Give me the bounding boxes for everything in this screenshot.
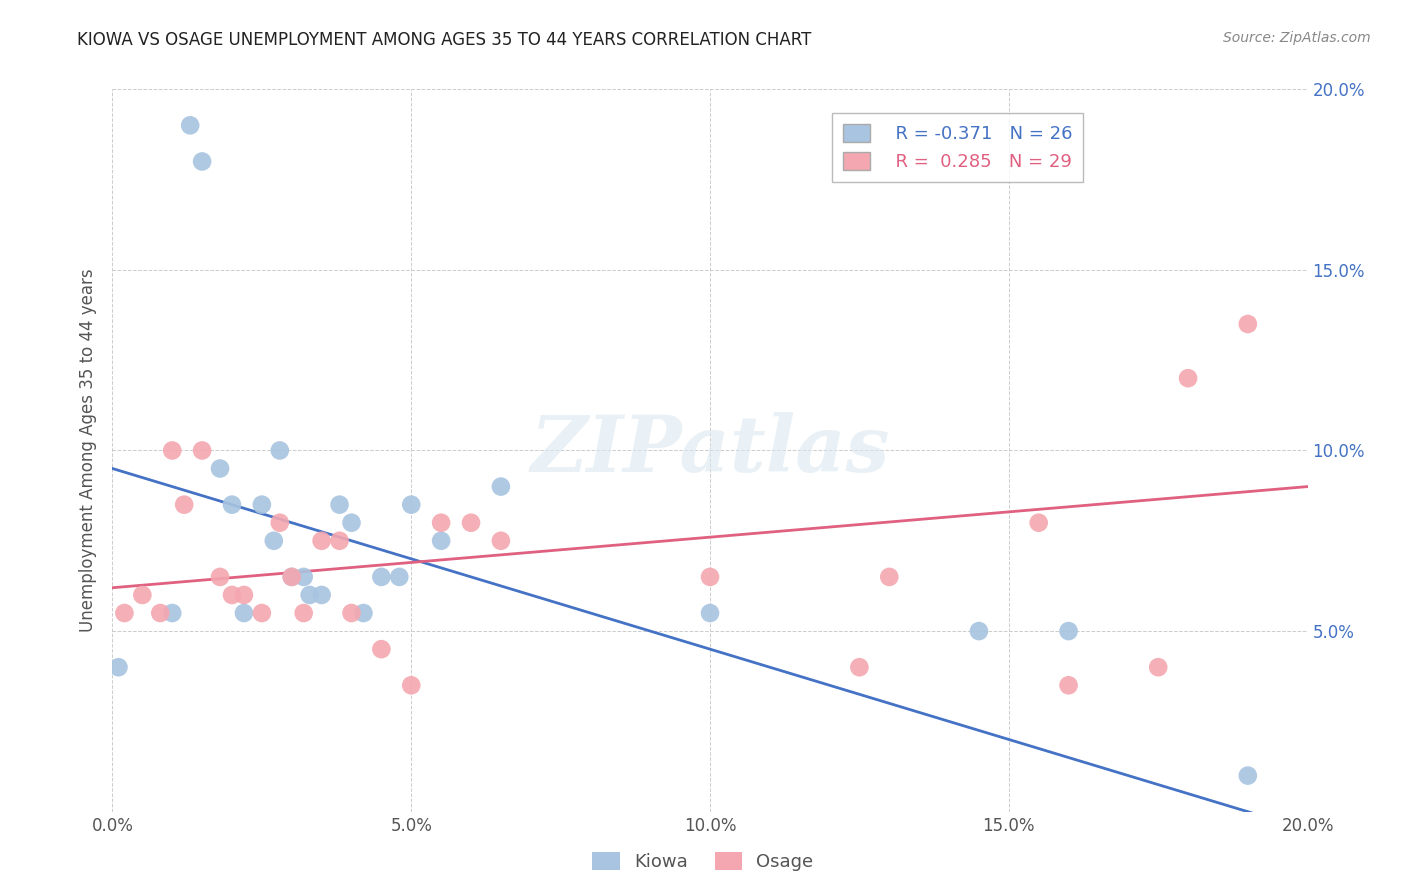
Point <box>1237 769 1260 783</box>
Point <box>233 588 256 602</box>
Point <box>221 498 243 512</box>
Y-axis label: Unemployment Among Ages 35 to 44 years: Unemployment Among Ages 35 to 44 years <box>79 268 97 632</box>
Legend:   R = -0.371   N = 26,   R =  0.285   N = 29: R = -0.371 N = 26, R = 0.285 N = 29 <box>832 112 1084 182</box>
Point <box>401 678 423 692</box>
Point <box>292 570 315 584</box>
Point <box>1147 660 1170 674</box>
Point <box>1237 317 1260 331</box>
Point <box>149 606 172 620</box>
Point <box>353 606 375 620</box>
Point <box>340 606 363 620</box>
Point <box>250 498 273 512</box>
Point <box>269 443 291 458</box>
Point <box>221 588 243 602</box>
Point <box>1057 678 1080 692</box>
Point <box>370 570 392 584</box>
Point <box>269 516 291 530</box>
Text: KIOWA VS OSAGE UNEMPLOYMENT AMONG AGES 35 TO 44 YEARS CORRELATION CHART: KIOWA VS OSAGE UNEMPLOYMENT AMONG AGES 3… <box>77 31 811 49</box>
Point <box>179 118 201 132</box>
Point <box>209 461 232 475</box>
Text: Source: ZipAtlas.com: Source: ZipAtlas.com <box>1223 31 1371 45</box>
Point <box>430 533 453 548</box>
Point <box>848 660 870 674</box>
Point <box>329 533 352 548</box>
Point <box>401 498 423 512</box>
Point <box>162 443 183 458</box>
Point <box>879 570 901 584</box>
Point <box>1028 516 1050 530</box>
Point <box>699 570 721 584</box>
Point <box>489 533 512 548</box>
Point <box>131 588 153 602</box>
Point <box>209 570 232 584</box>
Point <box>114 606 135 620</box>
Point <box>388 570 411 584</box>
Text: ZIPatlas: ZIPatlas <box>530 412 890 489</box>
Point <box>263 533 285 548</box>
Point <box>281 570 304 584</box>
Point <box>340 516 363 530</box>
Point <box>311 588 333 602</box>
Point <box>967 624 990 639</box>
Point <box>311 533 333 548</box>
Point <box>250 606 273 620</box>
Point <box>430 516 453 530</box>
Point <box>298 588 321 602</box>
Point <box>699 606 721 620</box>
Point <box>162 606 183 620</box>
Point <box>1177 371 1199 385</box>
Point <box>173 498 195 512</box>
Point <box>191 154 214 169</box>
Point <box>233 606 256 620</box>
Point <box>370 642 392 657</box>
Point <box>107 660 129 674</box>
Point <box>281 570 304 584</box>
Point <box>191 443 214 458</box>
Point <box>489 480 512 494</box>
Point <box>292 606 315 620</box>
Point <box>1057 624 1080 639</box>
Point <box>460 516 482 530</box>
Legend: Kiowa, Osage: Kiowa, Osage <box>585 845 821 879</box>
Point <box>329 498 352 512</box>
